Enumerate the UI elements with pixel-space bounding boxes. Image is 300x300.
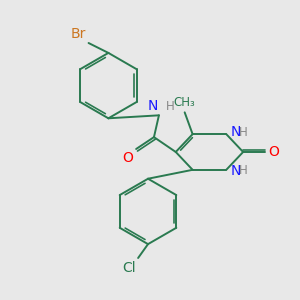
Text: H: H	[166, 100, 175, 113]
Text: H: H	[239, 126, 248, 139]
Text: Cl: Cl	[122, 261, 136, 275]
Text: O: O	[122, 151, 133, 165]
Text: N: N	[230, 164, 241, 178]
Text: N: N	[230, 125, 241, 139]
Text: N: N	[148, 99, 158, 113]
Text: CH₃: CH₃	[174, 96, 196, 110]
Text: O: O	[268, 145, 279, 159]
Text: H: H	[239, 164, 248, 177]
Text: Br: Br	[70, 27, 85, 41]
